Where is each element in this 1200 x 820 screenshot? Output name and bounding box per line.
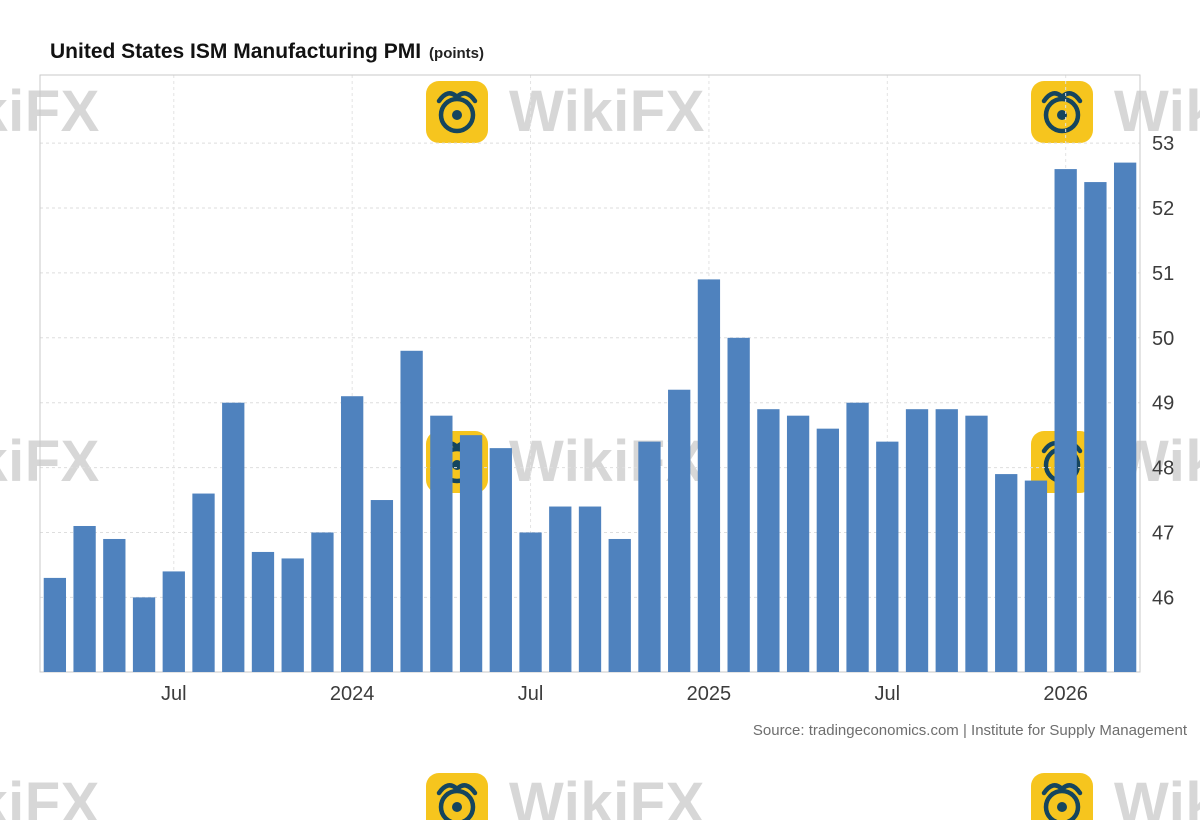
y-tick-label: 51 <box>1152 263 1174 285</box>
y-tick-label: 53 <box>1152 133 1174 155</box>
pmi-bar[interactable] <box>1084 182 1107 672</box>
pmi-bar[interactable] <box>727 337 750 672</box>
pmi-bar[interactable] <box>786 415 810 672</box>
source-attribution: Source: tradingeconomics.com | Institute… <box>752 722 1187 739</box>
pmi-bar[interactable] <box>816 428 839 672</box>
pmi-bar[interactable] <box>697 279 721 672</box>
pmi-bar[interactable] <box>430 415 453 672</box>
x-tick-label: 2025 <box>687 683 732 705</box>
pmi-bar[interactable] <box>192 493 215 672</box>
pmi-bar[interactable] <box>281 558 304 672</box>
pmi-bar[interactable] <box>1113 162 1137 672</box>
pmi-bar[interactable] <box>103 538 126 672</box>
y-tick-label: 48 <box>1152 458 1174 480</box>
pmi-bar[interactable] <box>341 396 364 672</box>
pmi-bar[interactable] <box>935 409 958 672</box>
pmi-bar[interactable] <box>638 441 661 672</box>
pmi-bar[interactable] <box>311 532 334 672</box>
chart-title-text: United States ISM Manufacturing PMI <box>50 40 422 63</box>
x-tick-label: Jul <box>161 683 187 705</box>
pmi-bar[interactable] <box>1024 480 1048 672</box>
chart-title-unit: (points) <box>429 45 485 62</box>
y-tick-label: 50 <box>1152 328 1174 350</box>
pmi-bar[interactable] <box>757 409 780 672</box>
pmi-bar[interactable] <box>489 448 512 672</box>
pmi-bar[interactable] <box>608 538 631 672</box>
x-tick-label: 2026 <box>1043 683 1088 705</box>
pmi-bar[interactable] <box>370 500 394 672</box>
pmi-bar[interactable] <box>668 389 691 672</box>
pmi-bar[interactable] <box>162 571 185 672</box>
pmi-bar[interactable] <box>400 350 423 672</box>
y-tick-label: 49 <box>1152 393 1174 415</box>
pmi-bar[interactable] <box>519 532 542 672</box>
pmi-bar[interactable] <box>995 474 1018 672</box>
y-tick-label: 47 <box>1152 522 1174 544</box>
x-tick-label: Jul <box>518 683 544 705</box>
pmi-bar[interactable] <box>459 435 483 672</box>
pmi-bar[interactable] <box>132 597 156 672</box>
pmi-bar[interactable] <box>251 551 275 672</box>
pmi-bar[interactable] <box>965 415 988 672</box>
chart-title: United States ISM Manufacturing PMI (poi… <box>50 40 484 64</box>
pmi-bar[interactable] <box>43 577 67 672</box>
x-tick-label: Jul <box>875 683 901 705</box>
pmi-bar[interactable] <box>846 402 869 672</box>
y-tick-label: 52 <box>1152 198 1174 220</box>
pmi-bar[interactable] <box>905 409 929 672</box>
y-tick-label: 46 <box>1152 587 1174 609</box>
pmi-bar[interactable] <box>73 525 96 672</box>
pmi-bar[interactable] <box>222 402 245 672</box>
x-tick-label: 2024 <box>330 683 375 705</box>
pmi-bar[interactable] <box>578 506 602 672</box>
pmi-bar[interactable] <box>1054 169 1077 672</box>
pmi-bar[interactable] <box>876 441 899 672</box>
pmi-bar[interactable] <box>549 506 572 672</box>
